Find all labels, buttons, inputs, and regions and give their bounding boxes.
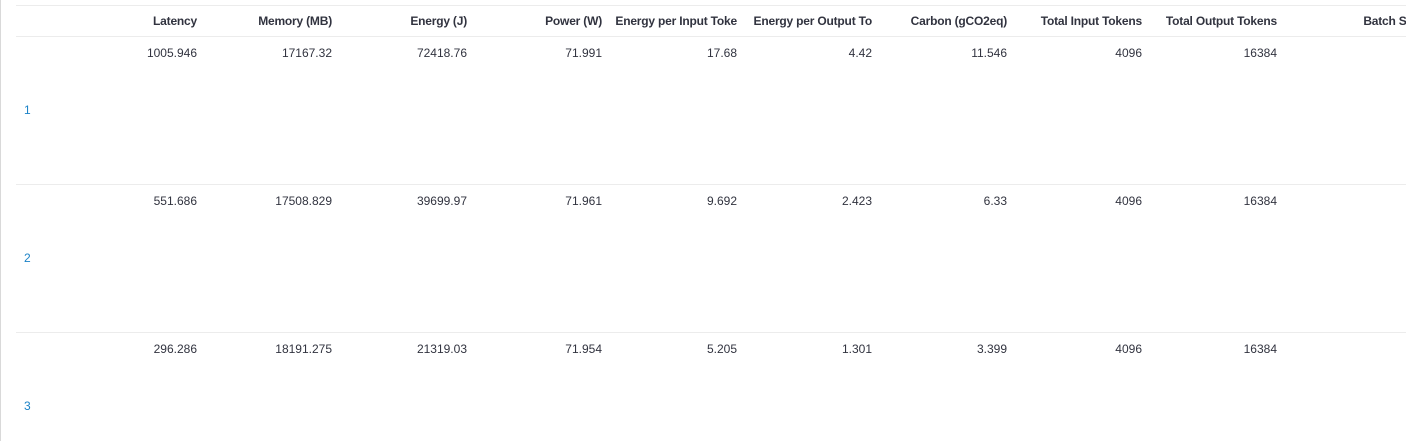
table-cell[interactable]: 1005.946 bbox=[146, 45, 197, 60]
column-header-energy-per-output-token[interactable]: Energy per Output To bbox=[746, 6, 881, 37]
table-cell[interactable]: 5.205 bbox=[706, 341, 737, 356]
table-cell[interactable]: 17.68 bbox=[706, 45, 737, 60]
table-cell[interactable]: 2 bbox=[1286, 184, 1406, 332]
column-header-carbon[interactable]: Carbon (gCO2eq) bbox=[881, 6, 1016, 37]
table-cell[interactable]: 4096 bbox=[1115, 341, 1142, 356]
table-cell[interactable]: 21319.03 bbox=[416, 341, 467, 356]
column-header-latency[interactable]: Latency bbox=[71, 6, 206, 37]
table-cell[interactable]: 4.42 bbox=[848, 45, 872, 60]
table-cell[interactable]: 2.423 bbox=[841, 193, 872, 208]
table-cell[interactable]: 16384 bbox=[1243, 193, 1277, 208]
table-cell[interactable]: 17508.829 bbox=[275, 193, 332, 208]
table-cell[interactable]: 551.686 bbox=[153, 193, 197, 208]
column-header-energy-per-input-token[interactable]: Energy per Input Toke bbox=[611, 6, 746, 37]
column-header-power[interactable]: Power (W) bbox=[476, 6, 611, 37]
table-row: 3 296.286 18191.275 21319.03 71.954 5.20… bbox=[16, 332, 1406, 442]
results-table: Latency Memory (MB) Energy (J) Power (W)… bbox=[16, 6, 1406, 442]
row-index[interactable]: 1 bbox=[24, 103, 31, 117]
table-cell[interactable]: 71.954 bbox=[565, 341, 602, 356]
table-cell[interactable]: 3.399 bbox=[976, 341, 1007, 356]
column-header-batch-size[interactable]: Batch Size bbox=[1286, 6, 1406, 37]
table-cell[interactable]: 4096 bbox=[1115, 193, 1142, 208]
column-header-total-output-tokens[interactable]: Total Output Tokens bbox=[1151, 6, 1286, 37]
index-column-header[interactable] bbox=[16, 6, 71, 37]
table-cell[interactable]: 71.961 bbox=[565, 193, 602, 208]
table-cell[interactable]: 39699.97 bbox=[416, 193, 467, 208]
table-cell[interactable]: 296.286 bbox=[153, 341, 197, 356]
data-grid[interactable]: Latency Memory (MB) Energy (J) Power (W)… bbox=[16, 5, 1406, 442]
header-row: Latency Memory (MB) Energy (J) Power (W)… bbox=[16, 6, 1406, 37]
table-cell[interactable]: 72418.76 bbox=[416, 45, 467, 60]
table-cell[interactable]: 17167.32 bbox=[281, 45, 332, 60]
table-row: 2 551.686 17508.829 39699.97 71.961 9.69… bbox=[16, 184, 1406, 332]
table-cell[interactable]: 16384 bbox=[1243, 341, 1277, 356]
table-cell[interactable]: 71.991 bbox=[565, 45, 602, 60]
table-cell[interactable]: 4 bbox=[1286, 332, 1406, 442]
row-index[interactable]: 3 bbox=[24, 399, 31, 413]
table-cell[interactable]: 1 bbox=[1286, 36, 1406, 184]
table-cell[interactable]: 9.692 bbox=[706, 193, 737, 208]
table-cell[interactable]: 18191.275 bbox=[275, 341, 332, 356]
table-cell[interactable]: 4096 bbox=[1115, 45, 1142, 60]
table-cell[interactable]: 1.301 bbox=[841, 341, 872, 356]
table-cell[interactable]: 11.546 bbox=[971, 45, 1007, 60]
column-header-total-input-tokens[interactable]: Total Input Tokens bbox=[1016, 6, 1151, 37]
column-header-energy[interactable]: Energy (J) bbox=[341, 6, 476, 37]
table-cell[interactable]: 16384 bbox=[1243, 45, 1277, 60]
column-header-memory[interactable]: Memory (MB) bbox=[206, 6, 341, 37]
table-cell[interactable]: 6.33 bbox=[983, 193, 1007, 208]
table-header: Latency Memory (MB) Energy (J) Power (W)… bbox=[16, 6, 1406, 37]
table-body: 1 1005.946 17167.32 72418.76 71.991 17.6… bbox=[16, 36, 1406, 442]
table-row: 1 1005.946 17167.32 72418.76 71.991 17.6… bbox=[16, 36, 1406, 184]
row-index[interactable]: 2 bbox=[24, 251, 31, 265]
